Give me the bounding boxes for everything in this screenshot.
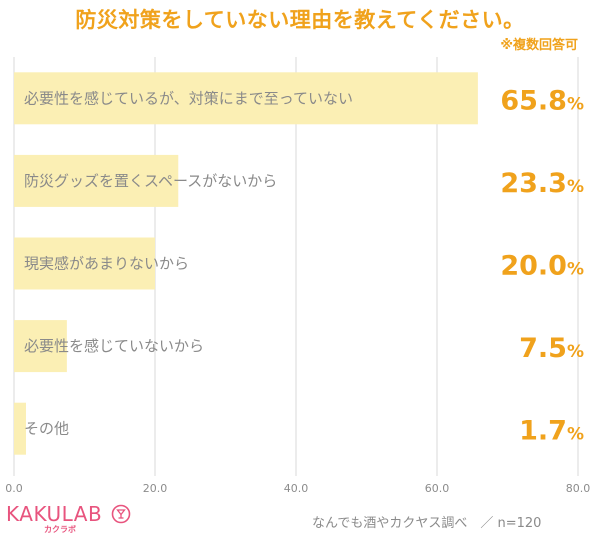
bar	[14, 237, 155, 290]
kakulab-logo: KAKULAB カクラボ	[6, 502, 156, 534]
bar-category-label: その他	[24, 420, 69, 438]
logo-text: KAKULAB	[6, 502, 103, 526]
bar-category-label: 必要性を感じているが、対策にまで至っていない	[24, 89, 353, 107]
value-number: 7.5	[519, 333, 567, 364]
logo-subtext: カクラボ	[44, 525, 76, 534]
value-number: 1.7	[519, 416, 567, 447]
bar	[14, 320, 67, 373]
bar	[14, 154, 179, 207]
multiple-answer-note: ※複数回答可	[500, 38, 578, 53]
bar-chart: 0.0 20.0 40.0 60.0 80.0 必要性を感じているが、対策にまで至っていな…	[5, 57, 591, 495]
value-number: 65.8	[500, 85, 567, 116]
bar-value-label: 65.8%	[500, 85, 584, 116]
value-unit: %	[567, 177, 584, 197]
bar-value-label: 23.3%	[500, 168, 584, 199]
bar-category-label: 現実感があまりないから	[24, 255, 189, 273]
source-note: なんでも酒やカクヤス調べ ／ n=120	[312, 516, 542, 531]
bar-category-label: 防災グッズを置くスペースがないから	[24, 172, 277, 190]
x-tick-label: 80.0	[566, 482, 591, 495]
value-unit: %	[567, 425, 584, 445]
bar-category-label: 必要性を感じていないから	[24, 337, 204, 355]
x-tick-label: 60.0	[425, 482, 450, 495]
bar-value-label: 20.0%	[500, 251, 584, 282]
x-tick-label: 20.0	[143, 482, 168, 495]
bar	[14, 72, 478, 125]
bar-value-label: 7.5%	[519, 333, 584, 364]
value-unit: %	[567, 342, 584, 362]
x-tick-label: 40.0	[284, 482, 309, 495]
bar-value-label: 1.7%	[519, 416, 584, 447]
bar	[14, 402, 26, 455]
wine-glass-circle-icon	[111, 504, 131, 524]
value-number: 23.3	[500, 168, 567, 199]
value-unit: %	[567, 94, 584, 114]
chart-title: 防災対策をしていない理由を教えてください。	[75, 8, 525, 32]
value-unit: %	[567, 260, 584, 280]
x-tick-label: 0.0	[5, 482, 23, 495]
value-number: 20.0	[500, 251, 567, 282]
